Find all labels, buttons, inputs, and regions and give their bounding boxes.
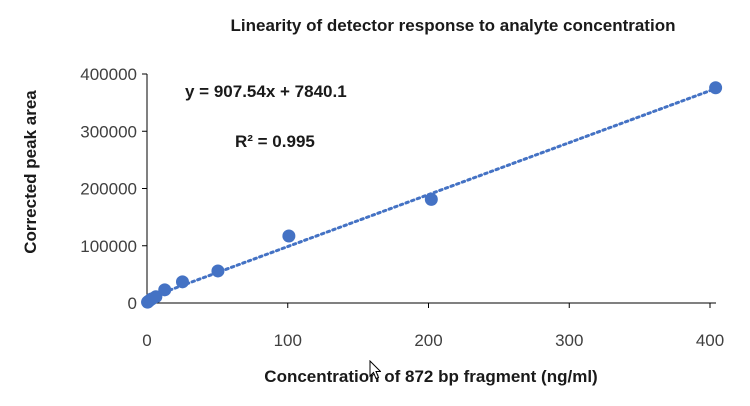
plot-area: 0 100000 200000 300000 400000 0 100 200 300 400	[80, 65, 724, 350]
y-axis-ticks: 0 100000 200000 300000 400000	[80, 65, 147, 313]
data-point	[158, 283, 172, 297]
x-tick-label: 0	[142, 331, 151, 350]
r-squared-annotation: R² = 0.995	[235, 132, 315, 151]
y-tick-label: 0	[128, 294, 137, 313]
x-axis-title: Concentration of 872 bp fragment (ng/ml)	[264, 367, 597, 386]
data-point	[282, 229, 296, 243]
data-point	[424, 192, 438, 206]
data-point	[149, 290, 163, 304]
y-tick-label: 400000	[80, 65, 137, 84]
data-point	[175, 275, 189, 289]
data-point	[211, 264, 225, 278]
y-axis-title: Corrected peak area	[21, 90, 40, 254]
x-axis-ticks: 0 100 200 300 400	[142, 303, 724, 350]
x-tick-label: 100	[274, 331, 302, 350]
chart-title: Linearity of detector response to analyt…	[231, 16, 676, 35]
x-tick-label: 300	[555, 331, 583, 350]
data-points	[141, 81, 723, 309]
x-tick-label: 200	[414, 331, 442, 350]
mouse-cursor-icon	[369, 360, 381, 380]
y-tick-label: 300000	[80, 122, 137, 141]
x-tick-label: 400	[696, 331, 724, 350]
y-tick-label: 100000	[80, 237, 137, 256]
y-tick-label: 200000	[80, 180, 137, 199]
equation-annotation: y = 907.54x + 7840.1	[185, 82, 347, 101]
data-point	[709, 81, 723, 95]
